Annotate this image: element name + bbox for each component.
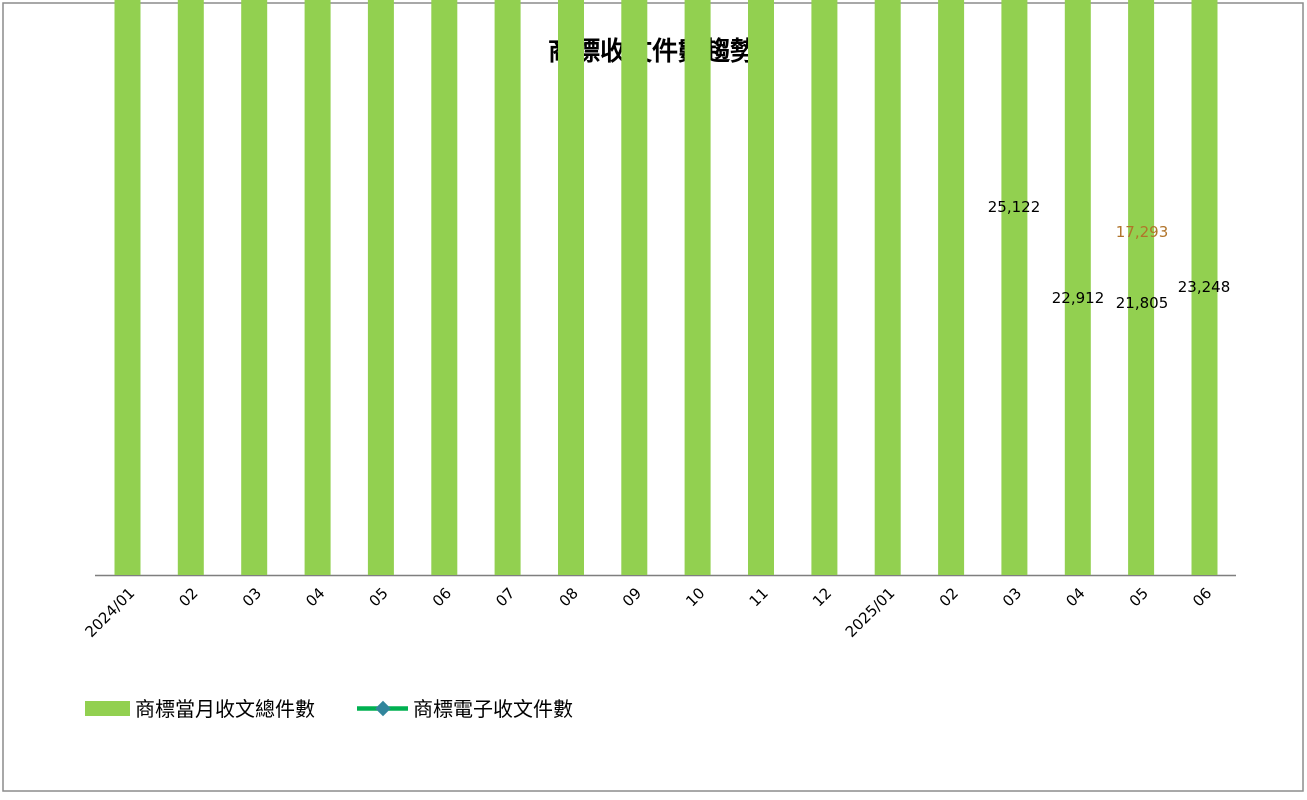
- bar-0: [115, 0, 141, 575]
- bar-3: [305, 0, 331, 575]
- bar-label-15: 22,912: [1052, 289, 1105, 307]
- bar-1: [178, 0, 204, 575]
- bar-16: [1128, 0, 1154, 575]
- bar-4: [368, 0, 394, 575]
- bar-8: [621, 0, 647, 575]
- bar-label-16: 21,805: [1116, 294, 1169, 312]
- bar-label-17: 23,248: [1178, 278, 1231, 296]
- bar-6: [495, 0, 521, 575]
- bar-7: [558, 0, 584, 575]
- line-label-16: 17,293: [1116, 223, 1169, 241]
- bar-15: [1065, 0, 1091, 575]
- bar-11: [811, 0, 837, 575]
- bar-2: [241, 0, 267, 575]
- bar-5: [431, 0, 457, 575]
- chart-svg: 商標收文件數趨勢 23,58417,44623,02422,57823,5852…: [0, 0, 1307, 796]
- bar-9: [685, 0, 711, 575]
- bar-14: [1001, 0, 1027, 575]
- legend-line-label: 商標電子收文件數: [413, 697, 573, 721]
- bar-12: [875, 0, 901, 575]
- legend-bar-swatch: [85, 701, 130, 716]
- bar-label-14: 25,122: [988, 198, 1041, 216]
- bar-10: [748, 0, 774, 575]
- legend-bar-label: 商標當月收文總件數: [135, 697, 315, 721]
- chart-frame: 商標收文件數趨勢 23,58417,44623,02422,57823,5852…: [0, 0, 1307, 796]
- bar-13: [938, 0, 964, 575]
